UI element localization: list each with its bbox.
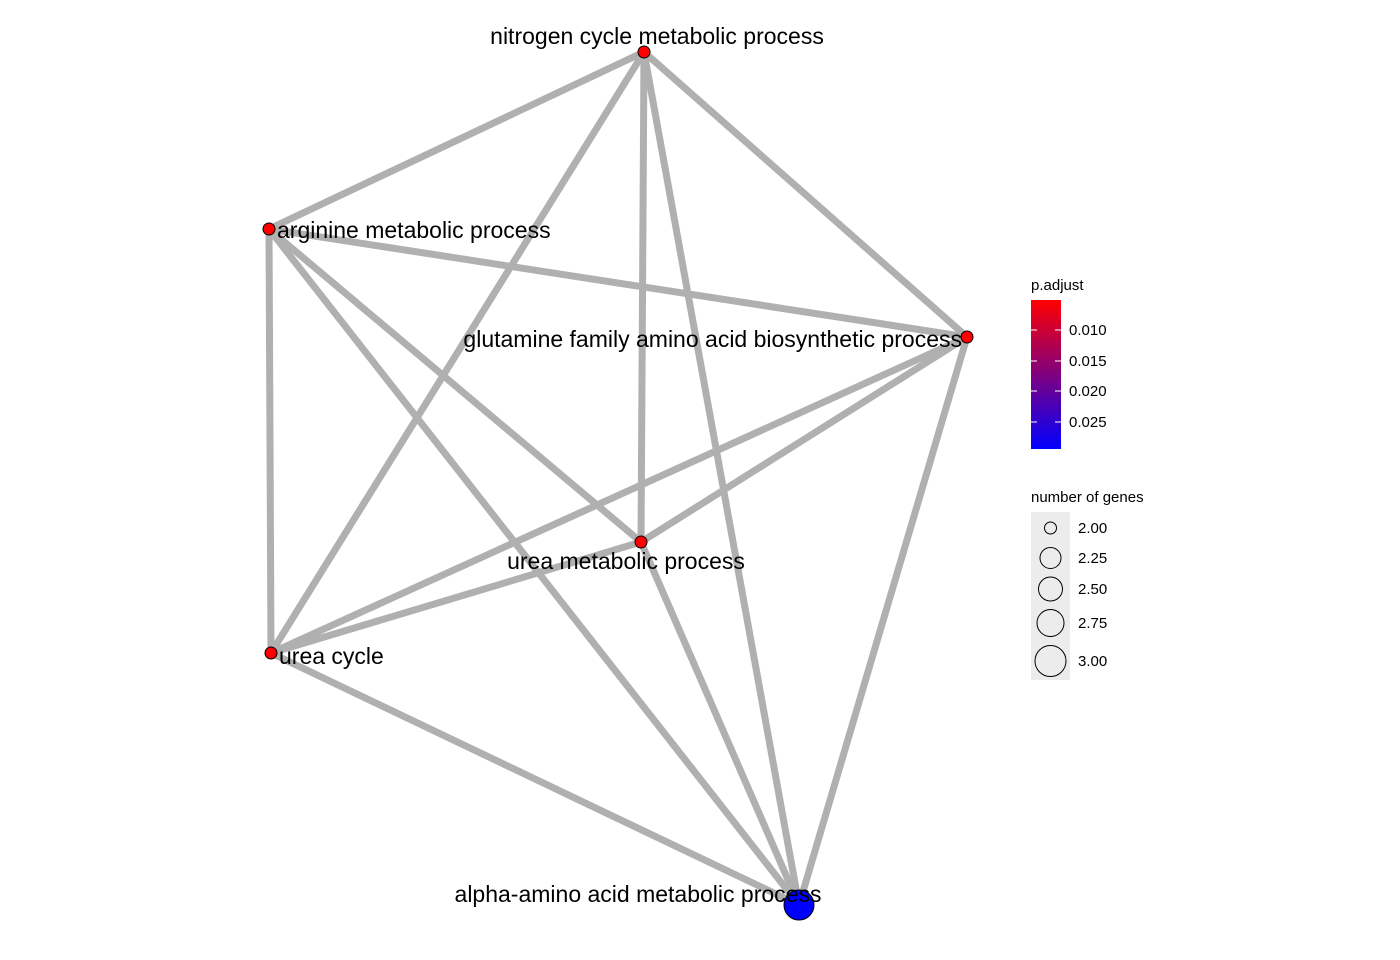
node-urea_metabolic <box>634 535 648 549</box>
node-label-nitrogen: nitrogen cycle metabolic process <box>490 23 824 49</box>
p-adjust-tick-label: 0.010 <box>1069 322 1107 339</box>
edge-urea_metabolic-urea_cycle <box>269 538 643 657</box>
p-adjust-legend: p.adjust 0.010 0.015 0.020 0.025 <box>1031 277 1107 449</box>
node-label-urea_metabolic: urea metabolic process <box>507 548 745 574</box>
edges-layer <box>265 48 971 909</box>
edge-nitrogen-urea_cycle <box>268 50 647 655</box>
labels-layer: nitrogen cycle metabolic process arginine… <box>277 23 962 907</box>
edge-arginine-glutamine <box>268 225 968 341</box>
gene-count-key-circle <box>1044 521 1057 535</box>
node-label-glutamine: glutamine family amino acid biosynthetic… <box>463 326 962 352</box>
p-adjust-colorbar <box>1031 300 1061 449</box>
edge-glutamine-alpha_amino <box>795 336 971 906</box>
node-label-urea_cycle: urea cycle <box>279 643 384 669</box>
p-adjust-tick-label: 0.015 <box>1069 353 1107 370</box>
gene-count-key-circle <box>1036 609 1065 637</box>
nodes-layer <box>262 45 974 921</box>
node-alpha_amino <box>783 889 815 921</box>
node-urea_cycle <box>264 646 278 660</box>
edge-glutamine-urea_cycle <box>269 333 969 657</box>
node-label-alpha_amino: alpha-amino acid metabolic process <box>455 881 822 907</box>
gene-count-tick-label: 2.00 <box>1078 520 1107 537</box>
node-glutamine <box>960 330 974 344</box>
edge-glutamine-urea_metabolic <box>639 334 969 545</box>
edge-arginine-alpha_amino <box>266 226 802 908</box>
edge-nitrogen-alpha_amino <box>640 51 803 906</box>
p-adjust-legend-title: p.adjust <box>1031 277 1084 294</box>
gene-count-ticks: 2.00 2.25 2.50 2.75 3.00 <box>1034 520 1107 677</box>
edge-urea_cycle-alpha_amino <box>269 649 801 909</box>
gene-count-tick-label: 3.00 <box>1078 653 1107 670</box>
node-arginine <box>262 222 276 236</box>
edge-nitrogen-urea_metabolic <box>637 51 648 543</box>
p-adjust-tick-label: 0.020 <box>1069 383 1107 400</box>
edge-urea_metabolic-alpha_amino <box>637 540 803 907</box>
node-nitrogen <box>637 45 651 59</box>
edge-arginine-urea_metabolic <box>266 226 644 545</box>
edge-nitrogen-arginine <box>267 48 646 233</box>
gene-count-legend-title: number of genes <box>1031 489 1144 506</box>
gene-count-key-circle <box>1038 576 1063 602</box>
edge-nitrogen-glutamine <box>641 49 970 340</box>
gene-count-legend-key-background <box>1031 512 1070 680</box>
gene-count-tick-label: 2.25 <box>1078 550 1107 567</box>
gene-count-tick-label: 2.75 <box>1078 615 1107 632</box>
gene-count-key-circle <box>1039 547 1062 569</box>
gene-count-tick-label: 2.50 <box>1078 581 1107 598</box>
node-label-arginine: arginine metabolic process <box>277 217 551 243</box>
p-adjust-tick-label: 0.025 <box>1069 414 1107 431</box>
edge-arginine-urea_cycle <box>265 228 275 654</box>
p-adjust-ticks: 0.010 0.015 0.020 0.025 <box>1031 322 1107 431</box>
gene-count-key-circle <box>1034 645 1067 677</box>
gene-count-legend: number of genes 2.00 2.25 2.50 2.75 3.00 <box>1031 489 1144 680</box>
